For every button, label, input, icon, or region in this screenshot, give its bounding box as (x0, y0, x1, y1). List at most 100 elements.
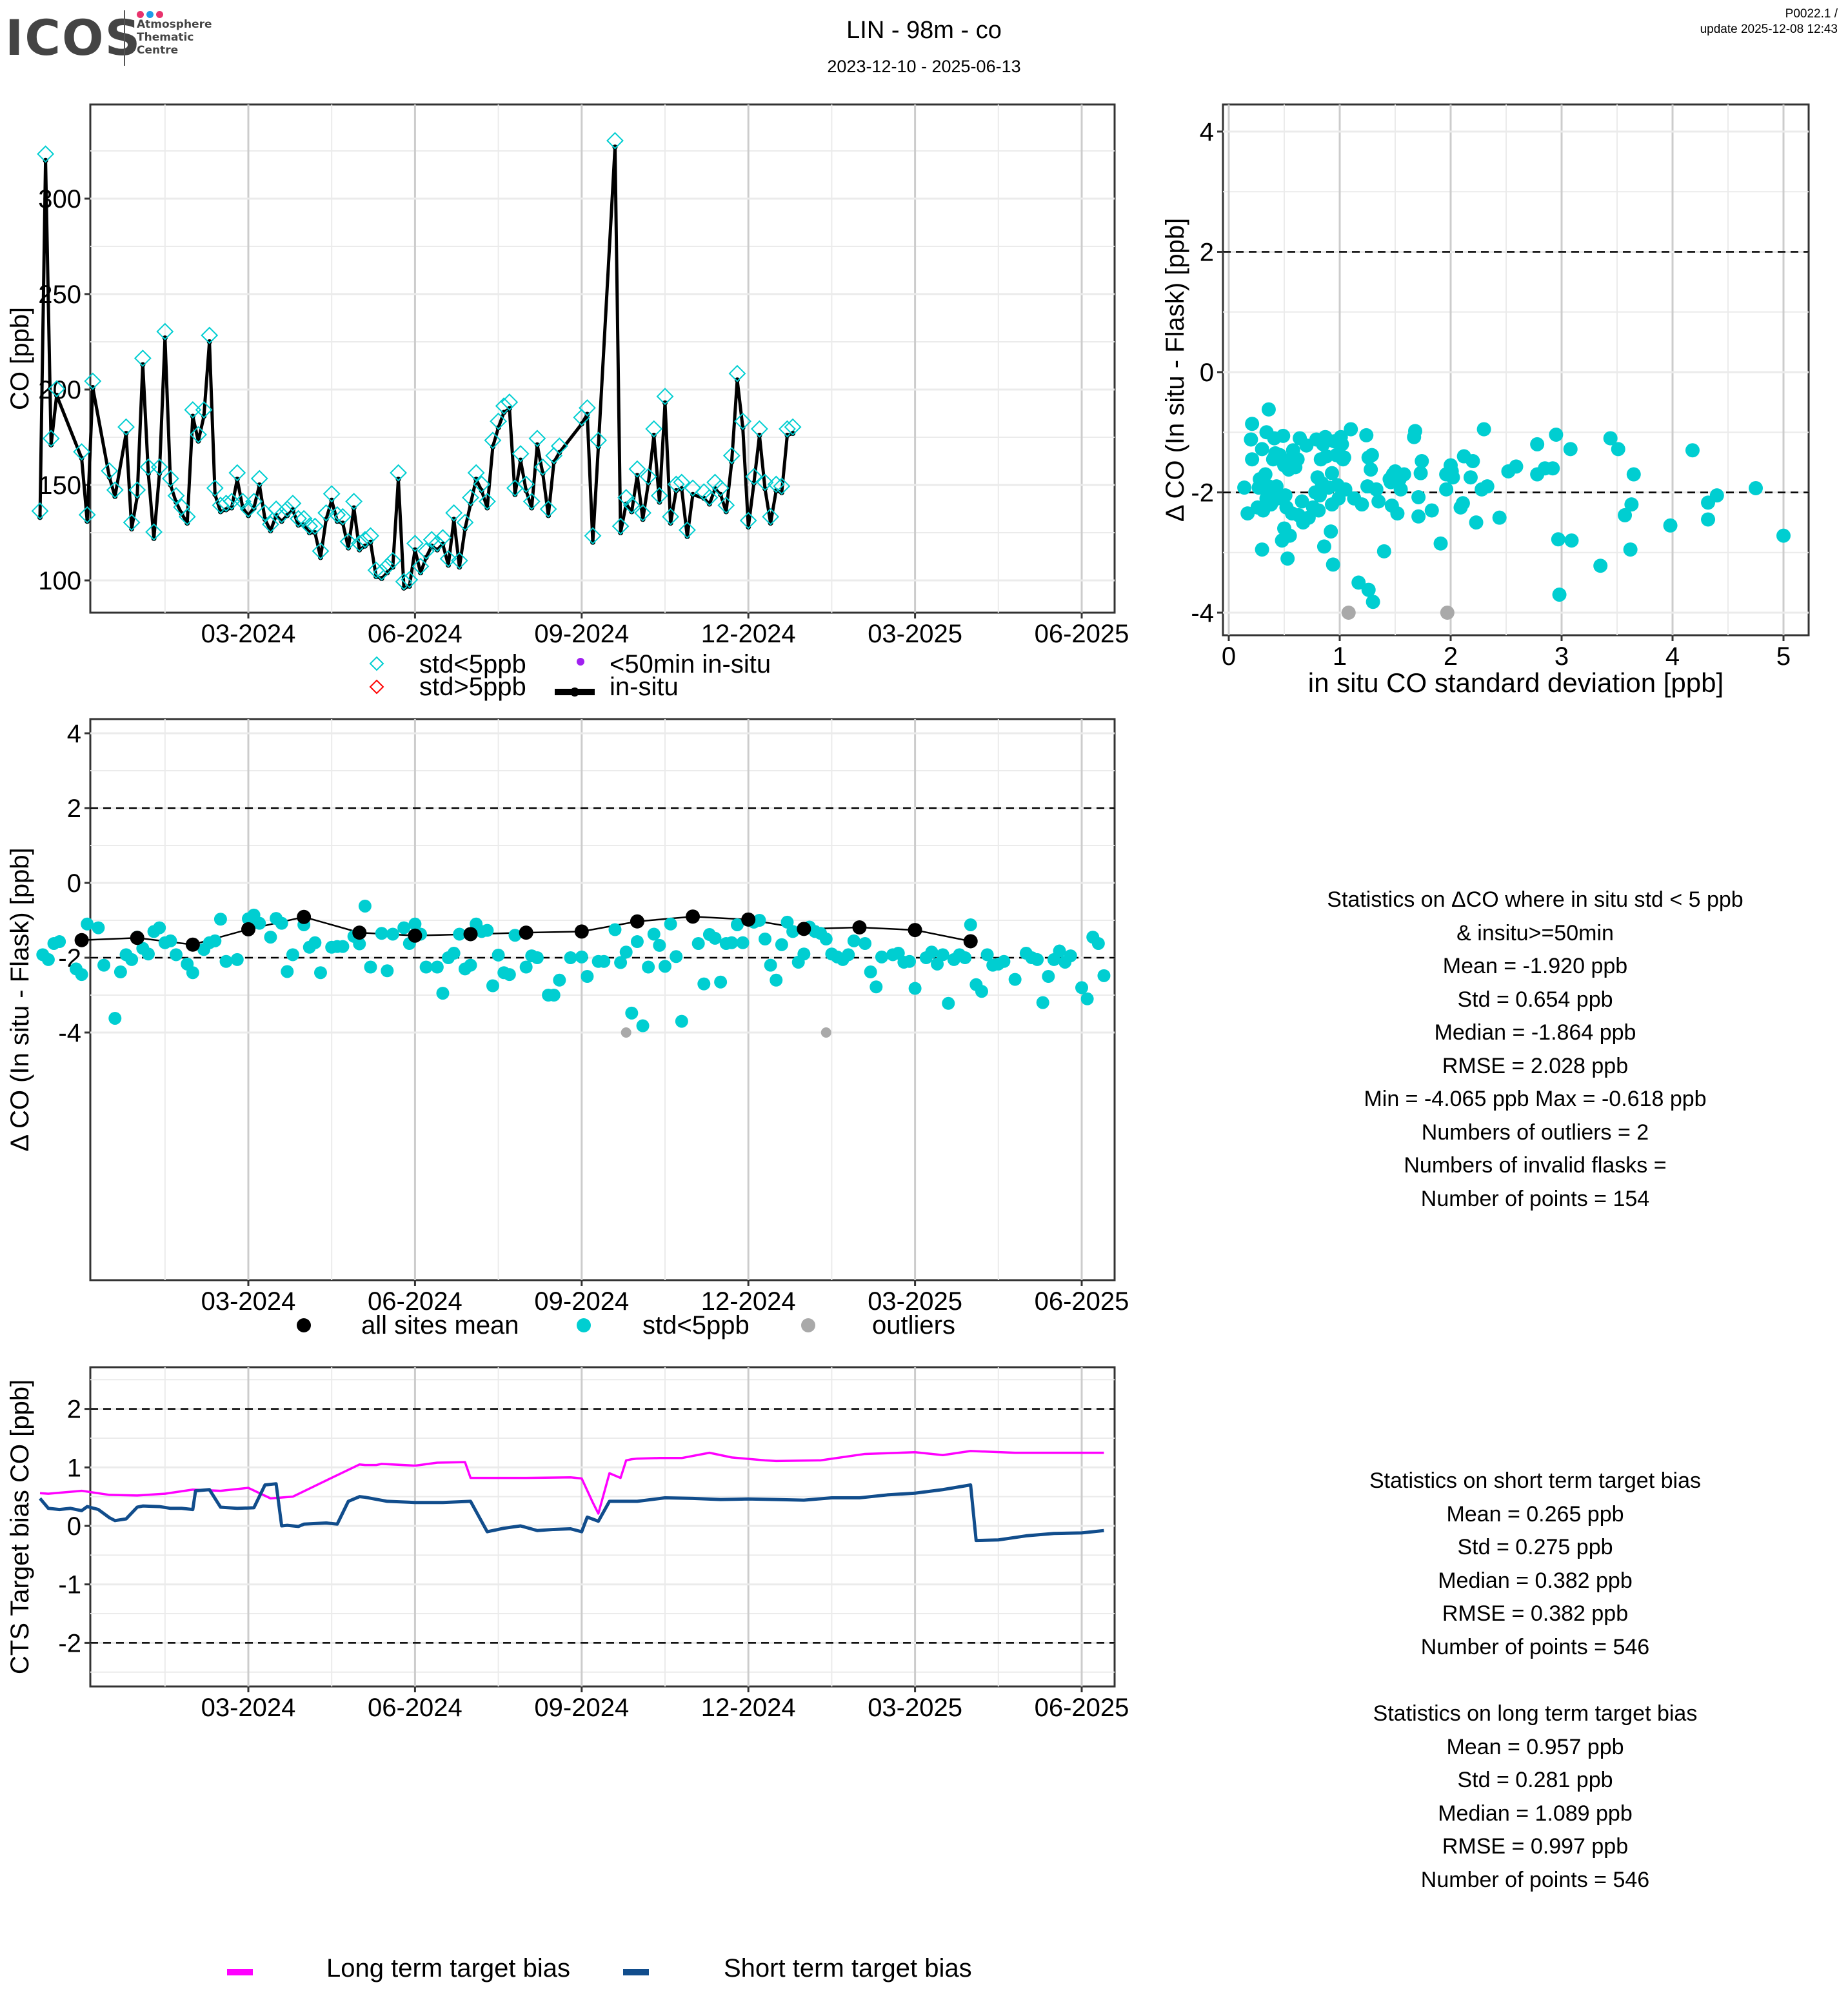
scatter-point (1371, 494, 1386, 509)
flask-diamond (484, 431, 502, 450)
delta-point (697, 977, 711, 991)
x-tick-label: 03-2024 (201, 1287, 296, 1316)
delta-point (547, 989, 561, 1002)
flask-diamond (161, 470, 179, 488)
long-term-stats: Statistics on long term target bias Mean… (1226, 1697, 1845, 1897)
insitu-point (590, 539, 596, 545)
insitu-point (329, 497, 335, 503)
insitu-point (340, 520, 346, 526)
scatter-point (1776, 528, 1791, 543)
x-tick-label: 06-2025 (1035, 1694, 1129, 1722)
delta-point (313, 966, 327, 980)
flask-diamond (611, 517, 630, 535)
stats-line: RMSE = 2.028 ppb (1442, 1053, 1629, 1078)
insitu-point (668, 520, 673, 526)
insitu-point (490, 444, 495, 450)
scatter-point (1369, 482, 1384, 497)
y-axis-label: CTS Target bias CO [ppb] (6, 1379, 34, 1674)
scatter-point (1545, 461, 1560, 476)
legend-navy-line-icon (623, 1969, 649, 1975)
scatter-point (1237, 480, 1252, 495)
flask-diamond (450, 551, 468, 569)
delta-point (653, 938, 666, 952)
insitu-point (357, 547, 363, 553)
update-timestamp: update 2025-12-08 12:43 (1700, 23, 1838, 36)
legend-black-dot-icon (297, 1318, 311, 1332)
delta-point (997, 954, 1011, 968)
flask-diamond (590, 431, 608, 450)
flask-diamond (323, 485, 341, 503)
flask-diamond (262, 515, 279, 533)
flask-diamond (473, 475, 491, 493)
flask-diamond (273, 506, 291, 524)
flask-diamond (106, 481, 124, 499)
x-tick-label: 5 (1776, 642, 1791, 671)
stats-line: Number of points = 154 (1420, 1186, 1650, 1211)
scatter-point (1390, 506, 1405, 521)
scatter-point (1280, 551, 1295, 566)
flask-diamond (422, 531, 441, 549)
y-tick-label: 2 (1200, 239, 1214, 267)
insitu-point (418, 570, 424, 576)
flask-diamond (667, 475, 685, 493)
delta-point (659, 960, 671, 973)
insitu-point (279, 519, 284, 524)
delta-point (153, 921, 166, 934)
delta-point (647, 927, 661, 941)
insitu-point (290, 507, 295, 513)
delta-point (1075, 981, 1088, 994)
delta-point (964, 918, 977, 931)
flask-diamond (662, 508, 680, 526)
bias-legend: Long term target bias Short term target … (219, 1954, 1058, 1993)
delta-point (508, 929, 522, 942)
scatter-point (1326, 557, 1340, 572)
delta-point (725, 936, 739, 949)
flask-diamond (31, 502, 49, 520)
y-tick-label: -4 (58, 1019, 81, 1047)
flask-diamond (206, 479, 224, 497)
delta-point (530, 951, 544, 964)
y-tick-label: -2 (58, 1629, 81, 1657)
scatter-point (1324, 466, 1339, 480)
scatter-point (1407, 424, 1422, 439)
flask-diamond (739, 511, 757, 529)
x-tick-label: 06-2025 (1035, 1287, 1129, 1316)
flask-diamond (478, 493, 496, 510)
insitu-point (346, 545, 352, 551)
y-tick-label: 4 (1200, 118, 1214, 146)
delta-point (364, 960, 377, 974)
flask-diamond (37, 145, 55, 163)
delta-point (1080, 992, 1094, 1005)
x-tick-label: 03-2025 (868, 620, 962, 648)
legend-label: outliers (872, 1311, 955, 1340)
scatter-point (1344, 422, 1358, 437)
insitu-point (784, 433, 790, 439)
insitu-point (640, 517, 646, 522)
insitu-point (412, 547, 418, 553)
mean-point (408, 928, 422, 943)
timeseries-legend: std<5ppb std>5ppb <50min in-situ in-situ (361, 647, 813, 701)
y-tick-label: 100 (38, 567, 81, 595)
delta-point (597, 954, 611, 968)
flask-diamond (617, 489, 635, 507)
scatter-point (1455, 496, 1470, 511)
insitu-point (684, 533, 690, 539)
delta-point (869, 980, 883, 994)
scatter-point (1361, 582, 1376, 597)
insitu-point (257, 482, 263, 488)
insitu-point (651, 433, 657, 439)
flask-diamond (679, 521, 696, 539)
stats-line: Median = 0.382 ppb (1438, 1568, 1633, 1593)
scatter-point (1439, 482, 1454, 497)
flask-diamond (639, 468, 657, 486)
delta-point (859, 936, 872, 950)
scatter-point (1278, 488, 1293, 503)
delta-point (925, 945, 939, 959)
delta-point (564, 951, 577, 964)
scatter-point (1603, 431, 1618, 446)
logo-dot-1 (137, 11, 144, 18)
outlier-point (621, 1027, 631, 1038)
insitu-point (43, 157, 48, 163)
scatter-point (1551, 532, 1565, 547)
insitu-point (129, 526, 135, 532)
